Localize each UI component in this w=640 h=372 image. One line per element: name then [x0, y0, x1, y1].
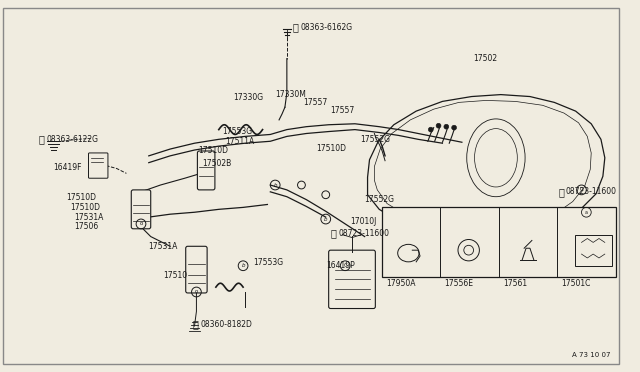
Text: 08363-6162G: 08363-6162G: [300, 23, 353, 32]
FancyBboxPatch shape: [197, 151, 215, 190]
Text: 17511A: 17511A: [225, 137, 255, 146]
FancyBboxPatch shape: [131, 190, 150, 229]
FancyBboxPatch shape: [3, 8, 620, 364]
Text: Ⓒ: Ⓒ: [331, 229, 337, 239]
Text: Ⓒ: Ⓒ: [558, 187, 564, 197]
FancyBboxPatch shape: [382, 208, 616, 278]
Text: 17502B: 17502B: [202, 159, 232, 168]
Text: C: C: [343, 263, 347, 268]
Circle shape: [444, 124, 449, 129]
FancyBboxPatch shape: [329, 250, 375, 308]
Text: Ⓢ: Ⓢ: [193, 319, 198, 329]
Text: C: C: [580, 187, 584, 192]
Text: 17510: 17510: [163, 271, 188, 280]
Text: 08360-8182D: 08360-8182D: [200, 320, 252, 328]
Text: 17557: 17557: [331, 106, 355, 115]
FancyBboxPatch shape: [575, 235, 612, 266]
Text: 17510D: 17510D: [70, 203, 100, 212]
Text: 17502: 17502: [474, 54, 498, 63]
Text: b: b: [241, 263, 245, 268]
Text: 17553G: 17553G: [253, 258, 283, 267]
Circle shape: [452, 125, 456, 130]
Text: 16419F: 16419F: [54, 163, 82, 172]
Text: Ⓢ: Ⓢ: [39, 134, 45, 144]
FancyBboxPatch shape: [186, 246, 207, 293]
Text: o: o: [140, 221, 143, 227]
Text: 17552G: 17552G: [360, 135, 390, 144]
Text: 17510D: 17510D: [316, 144, 346, 153]
Text: 17556E: 17556E: [444, 279, 474, 288]
Text: 17330G: 17330G: [234, 93, 264, 102]
Text: 17553G: 17553G: [221, 127, 252, 136]
Text: Ⓢ: Ⓢ: [292, 22, 299, 32]
Text: b: b: [273, 183, 277, 187]
Text: 17506: 17506: [74, 222, 98, 231]
Text: 17330M: 17330M: [275, 90, 306, 99]
Text: A 73 10 07: A 73 10 07: [572, 352, 611, 358]
Circle shape: [436, 123, 441, 128]
Text: 17950A: 17950A: [386, 279, 415, 288]
Text: 17510D: 17510D: [66, 193, 96, 202]
Text: 16419P: 16419P: [326, 261, 355, 270]
Text: 08723-11600: 08723-11600: [566, 187, 617, 196]
Text: 17510D: 17510D: [198, 147, 228, 155]
Circle shape: [428, 127, 433, 132]
Text: 17561: 17561: [503, 279, 527, 288]
Text: 17501C: 17501C: [561, 279, 591, 288]
Text: b: b: [324, 217, 328, 222]
Text: 17531A: 17531A: [148, 242, 177, 251]
Text: o: o: [195, 289, 198, 295]
Text: a: a: [585, 210, 588, 215]
Text: 17010J: 17010J: [350, 217, 376, 225]
Text: 17552G: 17552G: [365, 195, 395, 204]
FancyBboxPatch shape: [88, 153, 108, 178]
Text: 08723-11600: 08723-11600: [339, 229, 389, 238]
Text: 17557: 17557: [303, 98, 328, 107]
Text: 17531A: 17531A: [74, 213, 103, 222]
Text: 08363-6122G: 08363-6122G: [47, 135, 99, 144]
